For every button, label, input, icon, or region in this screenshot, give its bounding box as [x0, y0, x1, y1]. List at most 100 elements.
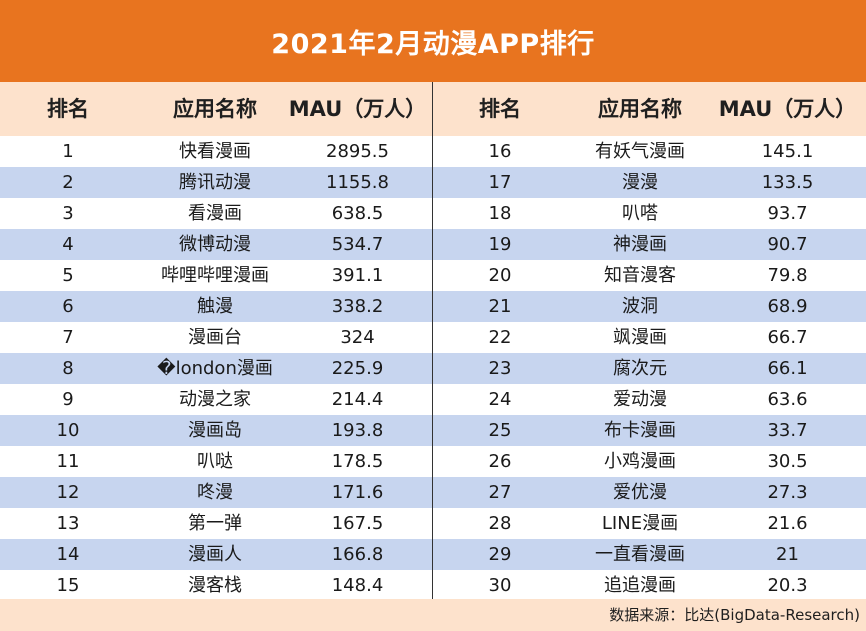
- table-row: 9 动漫之家 214.4 24 爱动漫 63.6: [0, 384, 866, 415]
- app-cell: 漫漫: [622, 172, 658, 193]
- app-cell: 看漫画: [188, 203, 242, 224]
- header-row: 排名 应用名称 MAU（万人） 排名 应用名称 MAU（万人）: [0, 82, 866, 136]
- rank-cell: 30: [488, 575, 512, 596]
- rank-cell: 4: [62, 234, 74, 255]
- rank-cell: 8: [62, 358, 74, 379]
- rank-cell: 27: [488, 482, 512, 503]
- mau-cell: 1155.8: [326, 172, 389, 193]
- app-cell: 神漫画: [613, 234, 667, 255]
- table-row: 6 触漫 338.2 21 波洞 68.9: [0, 291, 866, 322]
- header-rank-left: 排名: [47, 97, 89, 121]
- table-row: 2 腾讯动漫 1155.8 17 漫漫 133.5: [0, 167, 866, 198]
- source-note: 数据来源：比达(BigData-Research): [609, 606, 860, 624]
- mau-cell: 68.9: [767, 296, 808, 317]
- rank-cell: 21: [488, 296, 512, 317]
- rank-cell: 20: [488, 265, 512, 286]
- mau-cell: 148.4: [331, 575, 384, 596]
- app-cell: 触漫: [197, 296, 233, 317]
- app-cell: �london漫画: [157, 358, 273, 379]
- table-row: 7 漫画台 324 22 飒漫画 66.7: [0, 322, 866, 353]
- rank-cell: 18: [488, 203, 512, 224]
- rank-cell: 7: [62, 327, 74, 348]
- footer-bar: 数据来源：比达(BigData-Research): [0, 599, 866, 631]
- app-cell: 快看漫画: [179, 141, 251, 162]
- mau-cell: 63.6: [767, 389, 808, 410]
- table-row: 3 看漫画 638.5 18 叭嗒 93.7: [0, 198, 866, 229]
- table-title: 2021年2月动漫APP排行: [271, 28, 595, 60]
- table-row: 8 �london漫画 225.9 23 腐次元 66.1: [0, 353, 866, 384]
- app-cell: 漫客栈: [188, 575, 242, 596]
- mau-cell: 93.7: [767, 203, 808, 224]
- app-cell: 漫画岛: [188, 420, 242, 441]
- rank-cell: 24: [488, 389, 512, 410]
- mau-cell: 638.5: [331, 203, 384, 224]
- mau-cell: 21: [776, 544, 799, 565]
- rank-cell: 6: [62, 296, 74, 317]
- mau-cell: 27.3: [767, 482, 808, 503]
- rank-cell: 9: [62, 389, 74, 410]
- rank-cell: 22: [488, 327, 512, 348]
- mau-cell: 391.1: [331, 265, 384, 286]
- mau-cell: 20.3: [767, 575, 808, 596]
- rank-cell: 23: [488, 358, 512, 379]
- mau-cell: 21.6: [767, 513, 808, 534]
- rank-cell: 14: [56, 544, 80, 565]
- app-cell: 有妖气漫画: [595, 141, 685, 162]
- title-bar: 2021年2月动漫APP排行: [0, 0, 866, 82]
- table-row: 12 咚漫 171.6 27 爱优漫 27.3: [0, 477, 866, 508]
- rank-cell: 25: [488, 420, 512, 441]
- mau-cell: 534.7: [331, 234, 384, 255]
- app-cell: 叭哒: [197, 451, 233, 472]
- rank-cell: 5: [62, 265, 74, 286]
- rank-cell: 28: [488, 513, 512, 534]
- rank-cell: 16: [488, 141, 512, 162]
- mau-cell: 79.8: [767, 265, 808, 286]
- mau-cell: 145.1: [761, 141, 814, 162]
- table-row: 1 快看漫画 2895.5 16 有妖气漫画 145.1: [0, 136, 866, 167]
- mau-cell: 193.8: [331, 420, 384, 441]
- rank-cell: 12: [56, 482, 80, 503]
- mau-cell: 66.7: [767, 327, 808, 348]
- header-app-right: 应用名称: [598, 97, 682, 121]
- app-cell: 漫画人: [188, 544, 242, 565]
- app-cell: 布卡漫画: [604, 420, 676, 441]
- mau-cell: 324: [340, 327, 375, 348]
- table-row: 10 漫画岛 193.8 25 布卡漫画 33.7: [0, 415, 866, 446]
- app-cell: LINE漫画: [601, 513, 679, 534]
- header-mau-left: MAU（万人）: [288, 97, 427, 121]
- mau-cell: 171.6: [331, 482, 384, 503]
- mau-cell: 166.8: [331, 544, 384, 565]
- mau-cell: 33.7: [767, 420, 808, 441]
- app-cell: 爱动漫: [613, 389, 667, 410]
- app-cell: 动漫之家: [179, 389, 251, 410]
- mau-cell: 66.1: [767, 358, 808, 379]
- app-cell: 腾讯动漫: [179, 172, 251, 193]
- rank-cell: 3: [62, 203, 74, 224]
- app-cell: 小鸡漫画: [604, 451, 676, 472]
- mau-cell: 214.4: [331, 389, 384, 410]
- rank-cell: 19: [488, 234, 512, 255]
- rank-cell: 17: [488, 172, 512, 193]
- app-cell: 咚漫: [197, 482, 233, 503]
- mau-cell: 225.9: [331, 358, 384, 379]
- rank-cell: 29: [488, 544, 512, 565]
- app-cell: 叭嗒: [622, 203, 658, 224]
- app-cell: 爱优漫: [613, 482, 667, 503]
- column-divider: [432, 82, 433, 599]
- table-row: 14 漫画人 166.8 29 一直看漫画 21: [0, 539, 866, 570]
- app-cell: 追追漫画: [604, 575, 676, 596]
- header-rank-right: 排名: [479, 97, 521, 121]
- mau-cell: 133.5: [761, 172, 814, 193]
- rank-cell: 10: [56, 420, 80, 441]
- app-cell: 一直看漫画: [595, 544, 685, 565]
- table-row: 5 哔哩哔哩漫画 391.1 20 知音漫客 79.8: [0, 260, 866, 291]
- mau-cell: 178.5: [331, 451, 384, 472]
- app-cell: 波洞: [622, 296, 658, 317]
- mau-cell: 30.5: [767, 451, 808, 472]
- app-cell: 腐次元: [613, 358, 667, 379]
- app-cell: 漫画台: [188, 327, 242, 348]
- rank-cell: 1: [62, 141, 74, 162]
- table-row: 13 第一弹 167.5 28 LINE漫画 21.6: [0, 508, 866, 539]
- mau-cell: 338.2: [331, 296, 384, 317]
